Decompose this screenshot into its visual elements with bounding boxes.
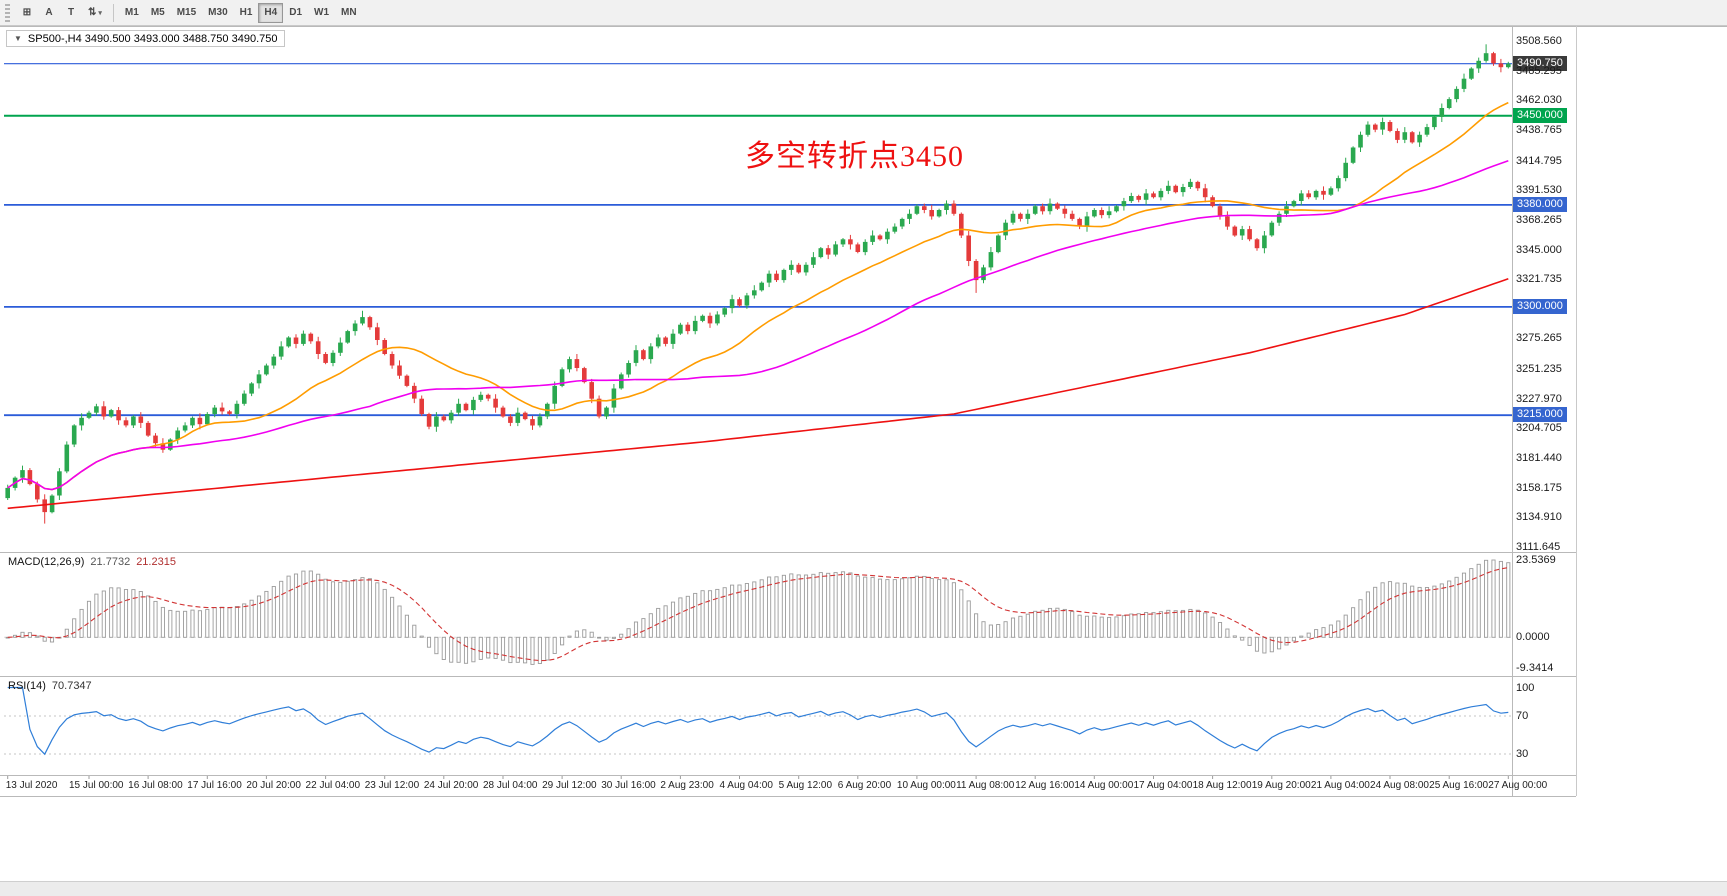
line-studies-button[interactable]: ⇅ ▾ (82, 3, 108, 23)
timeframe-m5-button[interactable]: M5 (150, 7, 165, 18)
cursor-a-icon: A (45, 7, 53, 18)
rsi-indicator-label: RSI(14) 70.7347 (8, 680, 92, 692)
rsi-name: RSI(14) (8, 680, 46, 692)
macd-main-value: 21.7732 (90, 556, 131, 568)
dropdown-caret-icon: ▾ (98, 9, 102, 17)
timeframe-d1-button[interactable]: D1 (289, 7, 303, 18)
timeframe-mn-button[interactable]: MN (341, 7, 357, 18)
toolbar-left-buttons: ⊞ A T ⇅ ▾ (16, 3, 108, 23)
text-t-icon: T (67, 7, 75, 18)
rsi-value: 70.7347 (51, 680, 92, 692)
ma-mid-magenta-line (7, 159, 1509, 491)
text-t-button[interactable]: T (60, 3, 82, 23)
price-scale[interactable] (1512, 27, 1576, 796)
cursor-a-button[interactable]: A (38, 3, 60, 23)
macd-signal-line (7, 567, 1509, 662)
timeframe-buttons: M1 M5 M15 M30 H1 H4 D1 W1 MN (119, 2, 363, 23)
timeframe-h4-button[interactable]: H4 (258, 2, 284, 23)
macd-name: MACD(12,26,9) (8, 556, 85, 568)
macd-histogram (5, 559, 1511, 665)
toolbar-separator (112, 3, 114, 22)
symbol-ohlc-text: SP500-,H4 3490.500 3493.000 3488.750 349… (27, 32, 278, 45)
one-click-trading-arrow[interactable]: ▼ (14, 34, 22, 43)
ma-slow-red-line (7, 278, 1509, 510)
toolbar-gripper[interactable] (5, 3, 10, 22)
line-studies-icon: ⇅ (88, 7, 97, 18)
macd-indicator-label: MACD(12,26,9) 21.7732 21.2315 (8, 556, 176, 568)
candlesticks (5, 44, 1511, 524)
time-scale[interactable] (0, 776, 1512, 796)
ma-fast-orange-line (7, 101, 1509, 491)
chart-symbol-title: ▼ SP500-,H4 3490.500 3493.000 3488.750 3… (6, 30, 286, 47)
chart-grid-icon: ⊞ (22, 7, 32, 18)
timeframe-m15-button[interactable]: M15 (176, 7, 197, 18)
rsi-line (7, 686, 1509, 756)
timeframe-w1-button[interactable]: W1 (314, 7, 330, 18)
toolbar: ⊞ A T ⇅ ▾ M1 M5 M15 M30 H1 H4 D1 W1 MN (0, 0, 1727, 26)
timeframe-m30-button[interactable]: M30 (208, 7, 228, 18)
timeframe-m1-button[interactable]: M1 (124, 7, 139, 18)
chart-grid-button[interactable]: ⊞ (16, 3, 38, 23)
horizontal-scrollbar[interactable] (0, 881, 1727, 896)
timeframe-h1-button[interactable]: H1 (239, 7, 253, 18)
macd-signal-value: 21.2315 (136, 556, 176, 568)
text-annotation[interactable]: 多空转折点3450 (745, 140, 964, 173)
